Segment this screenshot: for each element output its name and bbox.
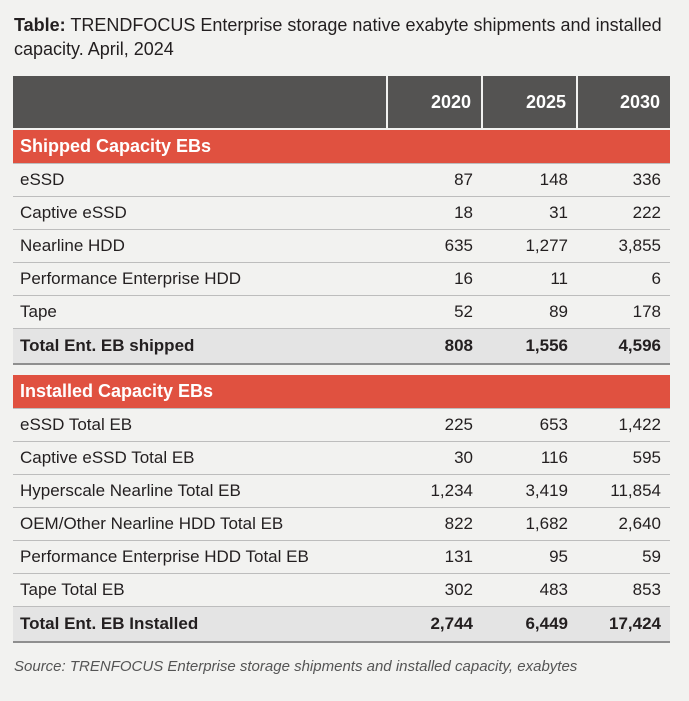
total-row-shipped: Total Ent. EB shipped 808 1,556 4,596 (13, 328, 670, 365)
total-2025: 1,556 (482, 328, 577, 365)
cell-2025: 1,682 (482, 507, 577, 541)
cell-2020: 302 (387, 573, 482, 607)
section-row-installed: Installed Capacity EBs (13, 373, 670, 409)
cell-2020: 635 (387, 229, 482, 263)
capacity-table: 2020 2025 2030 Shipped Capacity EBs eSSD… (13, 76, 670, 643)
table-row: OEM/Other Nearline HDD Total EB 822 1,68… (13, 507, 670, 541)
table-row: Captive eSSD 18 31 222 (13, 196, 670, 230)
cell-2020: 225 (387, 408, 482, 442)
cell-2030: 59 (577, 540, 670, 574)
table-row: Performance Enterprise HDD 16 11 6 (13, 262, 670, 296)
table-row: Nearline HDD 635 1,277 3,855 (13, 229, 670, 263)
total-label: Total Ent. EB shipped (13, 328, 387, 365)
table-row: eSSD Total EB 225 653 1,422 (13, 408, 670, 442)
cell-2025: 653 (482, 408, 577, 442)
cell-2030: 178 (577, 295, 670, 329)
row-label: Nearline HDD (13, 229, 387, 263)
cell-2020: 1,234 (387, 474, 482, 508)
total-2030: 4,596 (577, 328, 670, 365)
row-label: Captive eSSD Total EB (13, 441, 387, 475)
cell-2030: 6 (577, 262, 670, 296)
cell-2030: 853 (577, 573, 670, 607)
header-year-2025: 2025 (481, 76, 577, 129)
section-title-installed: Installed Capacity EBs (13, 373, 670, 409)
caption-text: TRENDFOCUS Enterprise storage native exa… (14, 15, 662, 59)
table-row: eSSD 87 148 336 (13, 163, 670, 197)
row-label: eSSD Total EB (13, 408, 387, 442)
cell-2025: 148 (482, 163, 577, 197)
header-blank (13, 76, 387, 129)
section-title-shipped: Shipped Capacity EBs (13, 128, 670, 164)
table-row: Performance Enterprise HDD Total EB 131 … (13, 540, 670, 574)
header-row: 2020 2025 2030 (13, 76, 670, 129)
section-row-shipped: Shipped Capacity EBs (13, 128, 670, 164)
cell-2020: 822 (387, 507, 482, 541)
cell-2020: 52 (387, 295, 482, 329)
source-note: Source: TRENFOCUS Enterprise storage shi… (14, 658, 578, 675)
header-year-2030: 2030 (576, 76, 670, 129)
row-label: Tape Total EB (13, 573, 387, 607)
table-row: Captive eSSD Total EB 30 116 595 (13, 441, 670, 475)
total-row-installed: Total Ent. EB Installed 2,744 6,449 17,4… (13, 606, 670, 643)
caption-lead: Table: (14, 15, 66, 35)
table-row: Tape Total EB 302 483 853 (13, 573, 670, 607)
row-label: OEM/Other Nearline HDD Total EB (13, 507, 387, 541)
table-caption: Table: TRENDFOCUS Enterprise storage nat… (14, 13, 679, 61)
cell-2030: 1,422 (577, 408, 670, 442)
cell-2030: 336 (577, 163, 670, 197)
cell-2020: 18 (387, 196, 482, 230)
total-2030: 17,424 (577, 606, 670, 643)
section-spacer (13, 364, 670, 374)
header-year-2020: 2020 (386, 76, 482, 129)
row-label: Hyperscale Nearline Total EB (13, 474, 387, 508)
cell-2025: 116 (482, 441, 577, 475)
total-2025: 6,449 (482, 606, 577, 643)
table-row: Tape 52 89 178 (13, 295, 670, 329)
cell-2030: 11,854 (577, 474, 670, 508)
cell-2030: 222 (577, 196, 670, 230)
cell-2025: 11 (482, 262, 577, 296)
total-2020: 808 (387, 328, 482, 365)
cell-2020: 87 (387, 163, 482, 197)
row-label: Performance Enterprise HDD Total EB (13, 540, 387, 574)
cell-2025: 1,277 (482, 229, 577, 263)
cell-2020: 30 (387, 441, 482, 475)
cell-2025: 89 (482, 295, 577, 329)
row-label: Captive eSSD (13, 196, 387, 230)
cell-2025: 483 (482, 573, 577, 607)
cell-2020: 131 (387, 540, 482, 574)
cell-2025: 3,419 (482, 474, 577, 508)
cell-2025: 95 (482, 540, 577, 574)
table-row: Hyperscale Nearline Total EB 1,234 3,419… (13, 474, 670, 508)
total-label: Total Ent. EB Installed (13, 606, 387, 643)
row-label: Performance Enterprise HDD (13, 262, 387, 296)
row-label: eSSD (13, 163, 387, 197)
cell-2030: 3,855 (577, 229, 670, 263)
row-label: Tape (13, 295, 387, 329)
total-2020: 2,744 (387, 606, 482, 643)
cell-2030: 595 (577, 441, 670, 475)
cell-2030: 2,640 (577, 507, 670, 541)
cell-2020: 16 (387, 262, 482, 296)
cell-2025: 31 (482, 196, 577, 230)
